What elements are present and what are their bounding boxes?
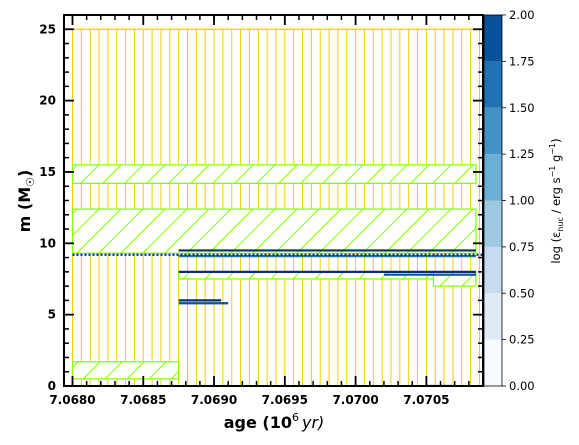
colorbar-segment: [484, 200, 502, 247]
colorbar: [484, 15, 502, 386]
x-axis-title-main: age (10: [224, 413, 292, 432]
x-tick-label: 7.0700: [332, 393, 378, 407]
colorbar-segment: [484, 61, 502, 108]
x-axis-title-exp: 6: [292, 411, 299, 424]
cbar-title-exp2: −1: [548, 143, 557, 155]
x-tick-label: 7.0685: [120, 393, 166, 407]
colorbar-segment: [484, 107, 502, 155]
colorbar-tick-label: 0.75: [509, 240, 535, 254]
colorbar-tick-label: 1.75: [509, 54, 535, 68]
cbar-title-exp1: −1: [548, 166, 557, 178]
convection-zone-lines: [71, 28, 483, 386]
x-tick-labels: 7.0680 7.0685 7.0690 7.0695 7.0700 7.0705: [49, 393, 449, 407]
burning-regions: [178, 249, 476, 386]
y-tick-labels: 0 5 10 15 20 25: [39, 22, 56, 393]
y-axis-title-close: ): [15, 170, 34, 177]
x-axis-title: age (106 yr): [224, 411, 325, 432]
colorbar-segment: [484, 339, 502, 386]
cbar-title-sub: nuc: [556, 217, 565, 232]
x-tick-label: 7.0690: [191, 393, 237, 407]
x-tick-label: 7.0680: [49, 393, 95, 407]
y-tick-label: 10: [39, 236, 56, 250]
x-axis-title-unit: yr): [301, 413, 324, 432]
cbar-title-mid2: g: [549, 155, 563, 166]
overshoot-band: [71, 208, 477, 254]
overshoot-band: [71, 361, 180, 380]
cbar-title-main: log (ε: [549, 232, 563, 264]
overshoot-band: [71, 164, 477, 184]
y-tick-label: 0: [48, 379, 56, 393]
y-tick-label: 5: [48, 308, 56, 322]
y-axis-title-sun: ☉: [24, 177, 37, 187]
x-tick-label: 7.0695: [262, 393, 308, 407]
x-tick-label: 7.0705: [403, 393, 449, 407]
colorbar-segment: [484, 246, 502, 294]
y-axis-title-main: m (M: [15, 187, 34, 232]
y-tick-label: 25: [39, 22, 56, 36]
plot-area: [71, 28, 483, 386]
colorbar-segment: [484, 15, 502, 62]
colorbar-segment: [484, 293, 502, 340]
colorbar-segment: [484, 154, 502, 201]
overshoot-bands: [71, 164, 477, 380]
colorbar-tick-label: 1.50: [509, 101, 535, 115]
colorbar-tick-label: 2.00: [509, 8, 535, 22]
plot-frame: [63, 14, 484, 387]
y-tick-label: 15: [39, 165, 56, 179]
y-tick-label: 20: [39, 94, 56, 108]
axis-ticks: [64, 14, 484, 387]
colorbar-ticks: 0.00 0.25 0.50 0.75 1.00 1.25 1.50 1.75 2.00: [502, 8, 535, 393]
cbar-title-close: ): [549, 138, 563, 143]
colorbar-title: log (εnuc / erg s−1 g−1): [548, 138, 565, 263]
cbar-title-mid: / erg s: [549, 177, 563, 217]
y-axis-title: m (M☉): [15, 170, 37, 233]
colorbar-tick-label: 1.25: [509, 147, 535, 161]
colorbar-tick-label: 0.00: [509, 379, 535, 393]
colorbar-tick-label: 1.00: [509, 194, 535, 208]
colorbar-tick-label: 0.25: [509, 333, 535, 347]
colorbar-tick-label: 0.50: [509, 286, 535, 300]
